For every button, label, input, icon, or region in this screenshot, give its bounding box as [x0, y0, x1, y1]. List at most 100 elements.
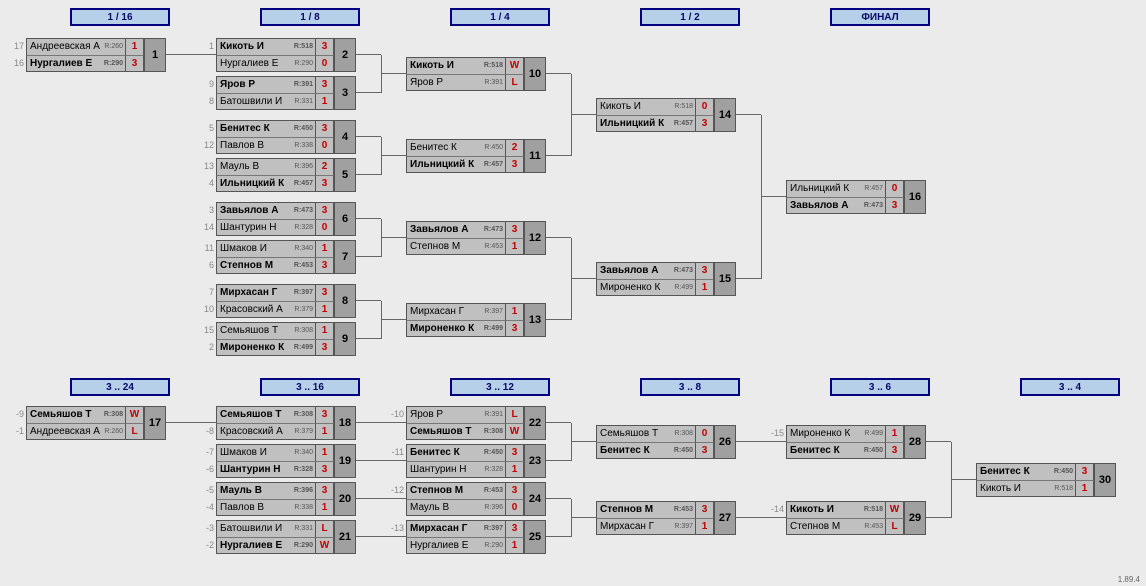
match-19-player-1: -7Шмаков ИR:3401: [200, 444, 334, 461]
match-number: 1: [144, 38, 166, 72]
match-9-player-2: 2Мироненко КR:4993: [200, 339, 334, 356]
seed: [390, 139, 406, 156]
player-name: Нургалиев ЕR:290: [216, 537, 316, 554]
match-18-player-2: -8Красовский АR:3791: [200, 423, 334, 440]
match-2: 1Кикоть ИR:5183Нургалиев ЕR:29002: [200, 38, 366, 72]
player-rating: R:379: [294, 424, 313, 439]
player-rating: R:518: [1054, 481, 1073, 496]
player-score: 3: [506, 320, 524, 337]
match-number: 26: [714, 425, 736, 459]
match-10: Кикоть ИR:518WЯров РR:391L10: [390, 57, 556, 91]
player-score: 3: [506, 482, 524, 499]
match-number: 22: [524, 406, 546, 440]
player-score: W: [506, 57, 524, 74]
player-score: 1: [1076, 480, 1094, 497]
round-header-upper-2: 1 / 4: [450, 8, 550, 26]
player-rating: R:453: [484, 239, 503, 254]
player-name: Яров РR:391: [216, 76, 316, 93]
player-name: Степнов МR:453: [216, 257, 316, 274]
player-score: W: [506, 423, 524, 440]
player-rating: R:290: [104, 56, 123, 71]
seed: 3: [200, 202, 216, 219]
player-rating: R:290: [484, 538, 503, 553]
player-name: Мироненко КR:499: [596, 279, 696, 296]
match-number: 13: [524, 303, 546, 337]
match-6: 3Завьялов АR:473314Шантурин НR:32806: [200, 202, 366, 236]
match-number: 17: [144, 406, 166, 440]
match-12-player-2: Степнов МR:4531: [390, 238, 524, 255]
match-4-player-2: 12Павлов ВR:3380: [200, 137, 334, 154]
player-rating: R:450: [864, 443, 883, 458]
player-score: 3: [316, 38, 334, 55]
match-8-player-1: 7Мирхасан ГR:3973: [200, 284, 334, 301]
seed: 10: [200, 301, 216, 318]
match-12-player-1: Завьялов АR:4733: [390, 221, 524, 238]
player-rating: R:457: [864, 181, 883, 196]
player-rating: R:397: [674, 519, 693, 534]
player-name: Завьялов АR:473: [786, 197, 886, 214]
match-28-player-2: Бенитес КR:4503: [770, 442, 904, 459]
player-name: Бенитес КR:450: [406, 139, 506, 156]
seed: [200, 406, 216, 423]
player-name: Семьяшов ТR:308: [216, 322, 316, 339]
match-19: -7Шмаков ИR:3401-6Шантурин НR:328319: [200, 444, 366, 478]
seed: [770, 442, 786, 459]
round-header-upper-1: 1 / 8: [260, 8, 360, 26]
player-name: Завьялов АR:473: [406, 221, 506, 238]
match-24: -12Степнов МR:4533Мауль ВR:396024: [390, 482, 556, 516]
player-score: 3: [316, 175, 334, 192]
player-rating: R:450: [484, 445, 503, 460]
seed: [390, 74, 406, 91]
player-score: 2: [506, 139, 524, 156]
match-16-player-1: Ильницкий КR:4570: [770, 180, 904, 197]
match-25: -13Мирхасан ГR:3973Нургалиев ЕR:290125: [390, 520, 556, 554]
version-label: 1.89.4: [1118, 575, 1140, 584]
player-rating: R:340: [294, 241, 313, 256]
seed: 15: [200, 322, 216, 339]
seed: 12: [200, 137, 216, 154]
player-score: 3: [316, 120, 334, 137]
round-header-upper-0: 1 / 16: [70, 8, 170, 26]
player-rating: R:453: [294, 258, 313, 273]
player-name: Шмаков ИR:340: [216, 444, 316, 461]
player-rating: R:453: [864, 519, 883, 534]
seed: [770, 518, 786, 535]
player-score: 3: [696, 442, 714, 459]
player-name: Павлов ВR:338: [216, 499, 316, 516]
match-number: 19: [334, 444, 356, 478]
match-4-player-1: 5Бенитес КR:4503: [200, 120, 334, 137]
player-score: 3: [316, 284, 334, 301]
player-name: Мироненко КR:499: [406, 320, 506, 337]
seed: [390, 303, 406, 320]
match-10-player-1: Кикоть ИR:518W: [390, 57, 524, 74]
seed: -14: [770, 501, 786, 518]
seed: [390, 537, 406, 554]
match-number: 30: [1094, 463, 1116, 497]
match-5-player-1: 13Мауль ВR:3962: [200, 158, 334, 175]
player-rating: R:328: [484, 462, 503, 477]
seed: 13: [200, 158, 216, 175]
player-name: Завьялов АR:473: [596, 262, 696, 279]
match-number: 6: [334, 202, 356, 236]
player-score: 1: [506, 303, 524, 320]
player-score: 0: [316, 55, 334, 72]
match-18-player-1: Семьяшов ТR:3083: [200, 406, 334, 423]
match-11-player-1: Бенитес КR:4502: [390, 139, 524, 156]
match-20-player-1: -5Мауль ВR:3963: [200, 482, 334, 499]
seed: -12: [390, 482, 406, 499]
player-rating: R:396: [294, 483, 313, 498]
seed: [770, 180, 786, 197]
match-number: 11: [524, 139, 546, 173]
player-rating: R:450: [484, 140, 503, 155]
match-9-player-1: 15Семьяшов ТR:3081: [200, 322, 334, 339]
player-score: 3: [696, 501, 714, 518]
match-21-player-1: -3Батошвили ИR:331L: [200, 520, 334, 537]
player-name: Мирхасан ГR:397: [406, 520, 506, 537]
seed: 6: [200, 257, 216, 274]
match-22: -10Яров РR:391LСемьяшов ТR:308W22: [390, 406, 556, 440]
seed: [580, 262, 596, 279]
match-16-player-2: Завьялов АR:4733: [770, 197, 904, 214]
seed: [580, 115, 596, 132]
player-rating: R:328: [294, 220, 313, 235]
player-score: W: [886, 501, 904, 518]
